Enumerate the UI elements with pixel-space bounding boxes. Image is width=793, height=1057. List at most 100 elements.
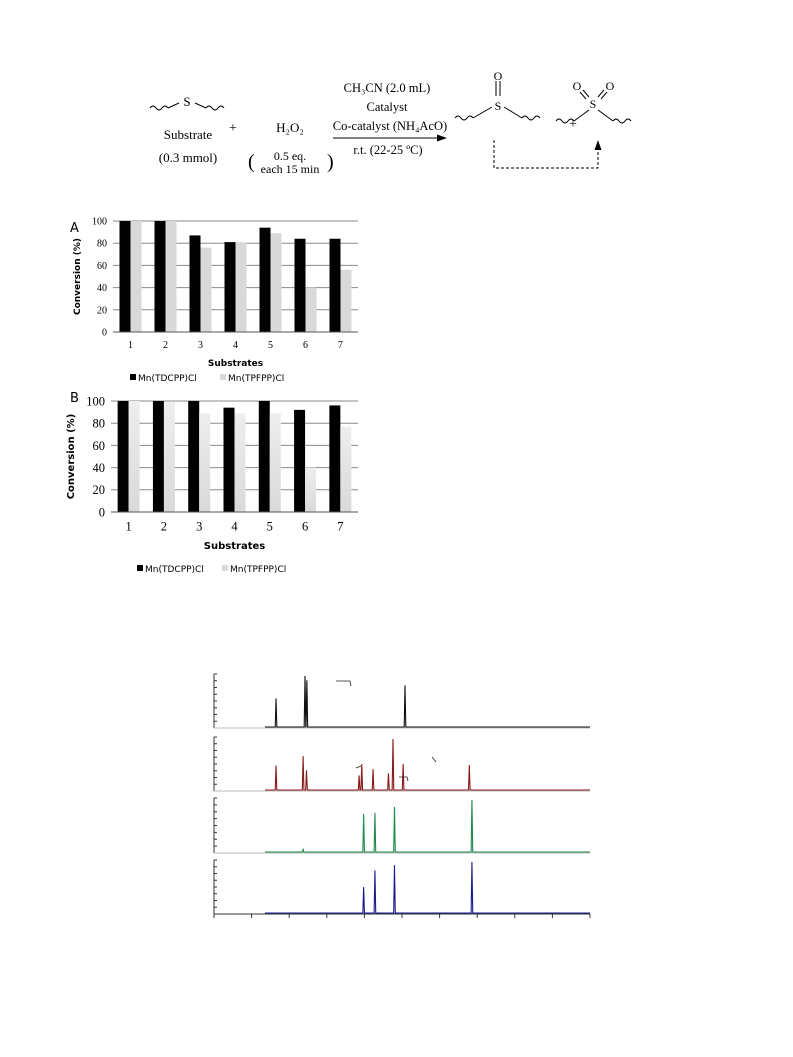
bar-mn-tdcpp-cl-5 — [258, 401, 270, 512]
legend-swatch-0 — [137, 565, 143, 571]
peak-annotation-leader — [355, 765, 362, 769]
sulfur-atom: S — [183, 94, 190, 109]
x-tick-label: 7 — [338, 340, 343, 351]
wavy-bond-right — [612, 118, 632, 124]
y-tick-label: 60 — [97, 261, 107, 272]
bar-mn-tdcpp-cl-3 — [188, 401, 200, 512]
bar-mn-tpfpp-cl-5 — [269, 413, 281, 512]
bond — [503, 106, 523, 119]
y-axis-label: Conversion (%) — [73, 238, 83, 315]
bond — [597, 109, 614, 122]
x-tick-label: 7 — [337, 520, 343, 534]
bar-mn-tdcpp-cl-4 — [223, 407, 235, 512]
y-tick-label: 0 — [102, 328, 107, 339]
bar-mn-tpfpp-cl-2 — [165, 221, 177, 332]
bar-mn-tdcpp-cl-1 — [119, 221, 131, 332]
x-tick-label: 2 — [163, 340, 168, 351]
wavy-bond-left — [149, 105, 169, 111]
bar-mn-tpfpp-cl-3 — [200, 247, 212, 332]
bar-mn-tpfpp-cl-4 — [235, 242, 247, 332]
oxidant-interval: each 15 min — [261, 162, 320, 176]
oxidant-dose: 0.5 eq. — [274, 149, 306, 163]
y-tick-label: 100 — [86, 394, 105, 408]
bar-mn-tpfpp-cl-7 — [340, 426, 352, 512]
wavy-bond-left — [555, 118, 575, 124]
bar-mn-tdcpp-cl-2 — [152, 401, 164, 512]
double-bond — [579, 89, 590, 100]
substrate-amount: (0.3 mmol) — [159, 150, 218, 165]
bar-mn-tdcpp-cl-3 — [189, 235, 201, 332]
bar-mn-tdcpp-cl-2 — [154, 221, 166, 332]
bar-mn-tdcpp-cl-1 — [117, 401, 129, 512]
x-tick-label: 6 — [302, 520, 308, 534]
sulfur-atom: S — [590, 97, 597, 111]
condition-temperature: r.t. (22-25 ºC) — [353, 143, 422, 157]
x-tick-label: 2 — [161, 520, 167, 534]
panel-letter: B — [70, 391, 79, 406]
peak-annotation-leader — [431, 756, 437, 763]
legend-label-1: Mn(TPFPP)Cl — [228, 374, 284, 384]
x-tick-label: 3 — [198, 340, 203, 351]
oxygen-atom: O — [606, 79, 615, 93]
x-tick-label: 4 — [233, 340, 238, 351]
x-axis-label: Substrates — [208, 359, 263, 369]
legend-swatch-0 — [130, 374, 136, 380]
sulfur-atom: S — [495, 99, 502, 113]
reaction-scheme: S Substrate (0.3 mmol) + H₂O₂ ( 0.5 eq. … — [149, 69, 632, 176]
bond — [194, 102, 207, 109]
dashed-arrow — [493, 140, 602, 169]
y-tick-label: 20 — [97, 305, 107, 316]
wavy-bond-left — [454, 115, 474, 121]
bar-mn-tpfpp-cl-6 — [305, 287, 317, 332]
chromatogram-trace-4 — [265, 862, 590, 914]
paren-right: ) — [327, 151, 334, 173]
x-tick-label: 1 — [128, 340, 133, 351]
x-tick-label: 3 — [196, 520, 202, 534]
oxidant-label: H₂O₂ — [276, 120, 304, 135]
oxygen-atom: O — [494, 69, 503, 83]
oxygen-atom: O — [573, 79, 582, 93]
peak-annotation-leader — [399, 776, 409, 782]
y-axis-label: Conversion (%) — [66, 414, 77, 500]
wavy-bond-right — [521, 115, 541, 121]
legend-swatch-1 — [220, 374, 226, 380]
bar-mn-tdcpp-cl-5 — [259, 227, 271, 332]
substrate-structure — [149, 102, 225, 111]
condition-catalyst: Catalyst — [367, 100, 408, 114]
y-tick-label: 80 — [93, 417, 106, 431]
x-tick-label: 5 — [268, 340, 273, 351]
bar-mn-tdcpp-cl-4 — [224, 242, 236, 332]
peak-annotation-leader — [336, 680, 352, 687]
bond — [167, 102, 180, 109]
x-tick-label: 4 — [231, 520, 238, 534]
bar-mn-tpfpp-cl-5 — [270, 233, 282, 332]
legend-label-0: Mn(TDCPP)Cl — [145, 565, 204, 575]
bar-mn-tpfpp-cl-4 — [234, 413, 246, 512]
plus-sign: + — [569, 117, 577, 132]
bar-mn-tdcpp-cl-7 — [329, 238, 341, 332]
condition-cocatalyst: Co-catalyst (NH₄AcO) — [333, 119, 447, 133]
bond — [472, 106, 493, 119]
x-tick-label: 5 — [267, 520, 273, 534]
chromatogram-trace-2 — [265, 739, 590, 791]
sulfoxide-structure — [454, 81, 541, 121]
x-tick-label: 6 — [303, 340, 308, 351]
y-tick-label: 40 — [97, 283, 107, 294]
legend-label-0: Mn(TDCPP)Cl — [138, 374, 197, 384]
bar-mn-tdcpp-cl-6 — [294, 238, 306, 332]
condition-solvent: CH₃CN (2.0 mL) — [344, 81, 431, 95]
bar-mn-tpfpp-cl-7 — [340, 269, 352, 332]
wavy-bond-right — [205, 105, 225, 111]
x-axis-label: Substrates — [204, 541, 265, 552]
bar-mn-tpfpp-cl-1 — [130, 221, 142, 332]
double-bond — [597, 89, 608, 100]
chromatogram-trace-3 — [265, 800, 590, 853]
y-tick-label: 60 — [93, 439, 106, 453]
reaction-arrow — [333, 134, 447, 142]
panel-letter: A — [70, 221, 79, 236]
y-tick-label: 40 — [93, 461, 106, 475]
paren-left: ( — [248, 151, 255, 173]
bar-mn-tdcpp-cl-7 — [329, 405, 341, 512]
